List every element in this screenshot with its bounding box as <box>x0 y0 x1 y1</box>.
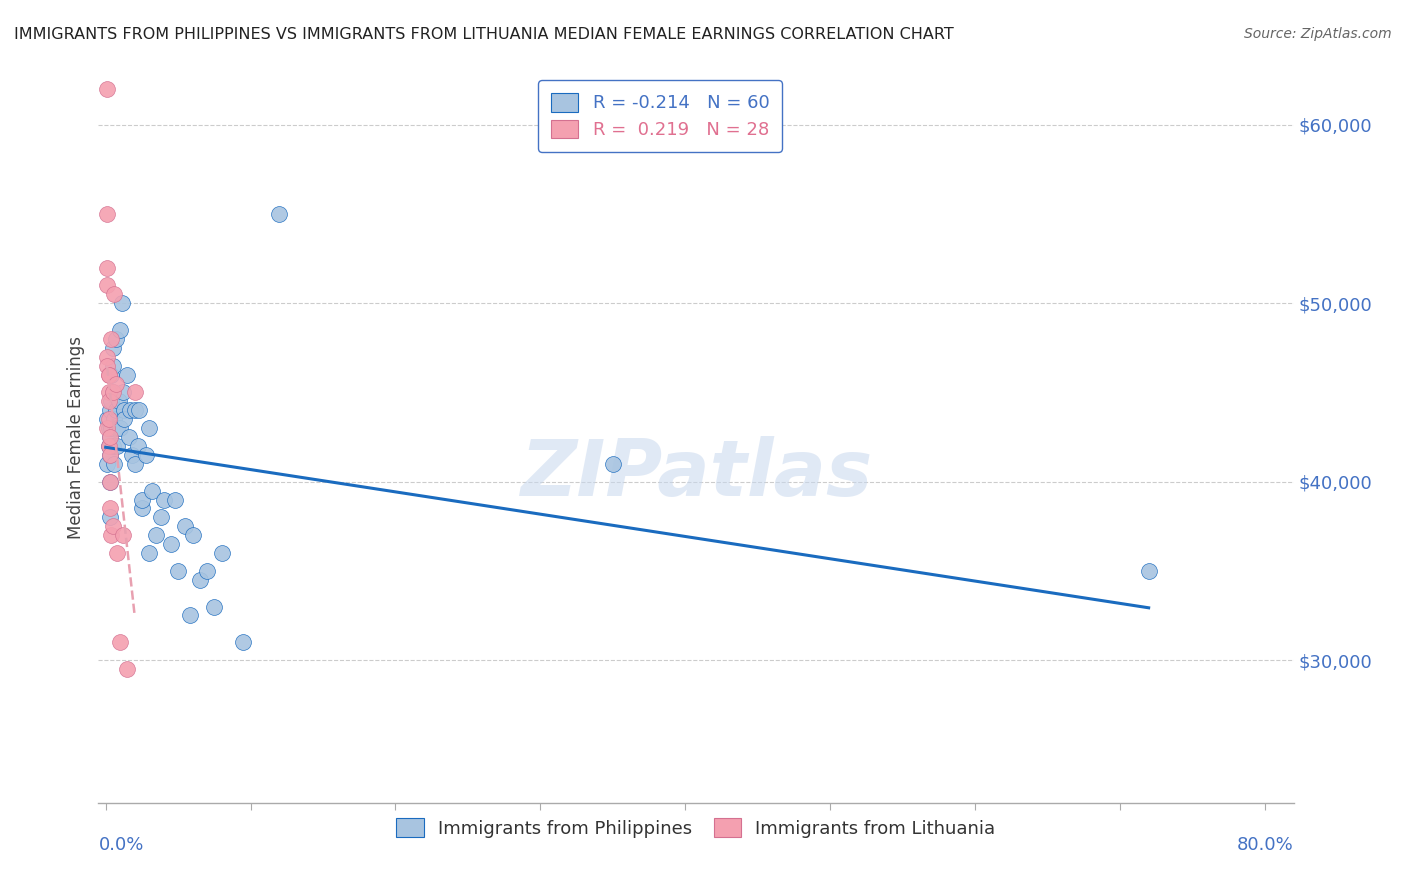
Point <box>108 421 131 435</box>
Point <box>128 403 150 417</box>
Point <box>96 421 118 435</box>
Point <box>98 448 121 462</box>
Point <box>96 412 118 426</box>
Point <box>138 546 160 560</box>
Point <box>120 403 142 417</box>
Point <box>127 439 149 453</box>
Text: ZIPatlas: ZIPatlas <box>520 435 872 512</box>
Point <box>103 412 125 426</box>
Point <box>105 439 128 453</box>
Point <box>97 412 120 426</box>
Point <box>149 510 172 524</box>
Legend: Immigrants from Philippines, Immigrants from Lithuania: Immigrants from Philippines, Immigrants … <box>389 811 1002 845</box>
Point <box>98 510 121 524</box>
Point <box>97 394 120 409</box>
Point <box>117 368 139 382</box>
Point <box>98 475 121 489</box>
Point <box>104 376 127 391</box>
Point <box>100 394 122 409</box>
Point <box>96 260 118 275</box>
Point <box>96 207 118 221</box>
Point <box>96 457 118 471</box>
Point <box>211 546 233 560</box>
Point <box>124 457 146 471</box>
Point <box>195 564 218 578</box>
Point <box>96 278 118 293</box>
Point <box>124 385 146 400</box>
Point <box>101 519 124 533</box>
Point <box>100 332 122 346</box>
Point <box>105 421 128 435</box>
Point <box>97 421 120 435</box>
Point <box>97 368 120 382</box>
Point <box>104 332 127 346</box>
Point <box>138 421 160 435</box>
Point <box>167 564 190 578</box>
Point <box>181 528 204 542</box>
Point <box>188 573 211 587</box>
Point <box>98 448 121 462</box>
Point <box>165 492 187 507</box>
Point <box>100 368 122 382</box>
Point <box>131 501 153 516</box>
Point <box>97 439 120 453</box>
Point <box>131 492 153 507</box>
Point <box>103 457 125 471</box>
Point <box>114 412 136 426</box>
Point <box>98 430 121 444</box>
Point <box>108 635 131 649</box>
Point <box>124 403 146 417</box>
Point <box>232 635 254 649</box>
Point <box>101 439 124 453</box>
Point <box>145 528 167 542</box>
Point <box>135 448 157 462</box>
Y-axis label: Median Female Earnings: Median Female Earnings <box>66 335 84 539</box>
Point <box>96 359 118 373</box>
Point <box>174 519 197 533</box>
Point <box>114 403 136 417</box>
Point <box>98 430 121 444</box>
Point <box>97 439 120 453</box>
Point <box>104 403 127 417</box>
Point <box>117 662 139 676</box>
Text: IMMIGRANTS FROM PHILIPPINES VS IMMIGRANTS FROM LITHUANIA MEDIAN FEMALE EARNINGS : IMMIGRANTS FROM PHILIPPINES VS IMMIGRANT… <box>14 27 953 42</box>
Point <box>100 421 122 435</box>
Point <box>101 385 124 400</box>
Point <box>121 448 143 462</box>
Point <box>101 385 124 400</box>
Text: Source: ZipAtlas.com: Source: ZipAtlas.com <box>1244 27 1392 41</box>
Point <box>101 359 124 373</box>
Point <box>98 475 121 489</box>
Point <box>97 368 120 382</box>
Point <box>141 483 163 498</box>
Point <box>96 350 118 364</box>
Point <box>1137 564 1160 578</box>
Point <box>108 323 131 337</box>
Point <box>202 599 225 614</box>
Text: 0.0%: 0.0% <box>98 836 143 854</box>
Point <box>98 501 121 516</box>
Point <box>100 528 122 542</box>
Point <box>118 430 141 444</box>
Point <box>179 608 201 623</box>
Text: 80.0%: 80.0% <box>1237 836 1294 854</box>
Point <box>96 82 118 96</box>
Point <box>107 394 129 409</box>
Point <box>160 537 183 551</box>
Point <box>112 528 135 542</box>
Point <box>105 546 128 560</box>
Point <box>103 287 125 301</box>
Point <box>98 403 121 417</box>
Point <box>269 207 291 221</box>
Point <box>101 341 124 355</box>
Point <box>602 457 624 471</box>
Point <box>152 492 174 507</box>
Point <box>97 385 120 400</box>
Point <box>112 385 135 400</box>
Point <box>110 296 132 310</box>
